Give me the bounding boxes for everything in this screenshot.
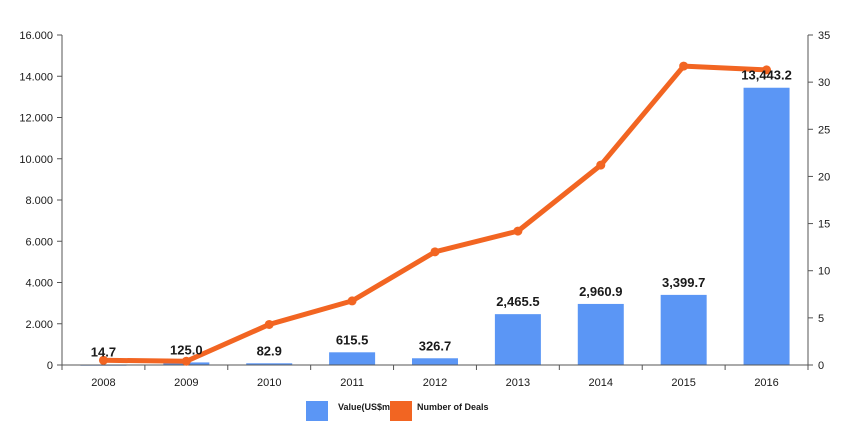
bar-2013 xyxy=(494,314,541,365)
bar-value-label: 326.7 xyxy=(419,338,452,353)
y-right-tick-label: 20 xyxy=(818,171,830,183)
deals-point-2015 xyxy=(679,61,689,71)
y-left-tick-label: 4.000 xyxy=(25,278,53,290)
x-tick-label: 2015 xyxy=(671,377,695,389)
y-left-tick-label: 8.000 xyxy=(25,195,53,207)
bar-value-label: 13,443.2 xyxy=(741,68,792,83)
bar-value-label: 2,960.9 xyxy=(579,284,622,299)
deals-point-2009 xyxy=(181,356,191,366)
deals-point-2012 xyxy=(430,247,440,257)
bars-layer xyxy=(80,87,790,366)
bar-value-label: 2,465.5 xyxy=(496,294,539,309)
x-tick-label: 2012 xyxy=(423,377,447,389)
y-left-tick-label: 10.000 xyxy=(19,154,53,166)
x-tick-label: 2013 xyxy=(506,377,530,389)
bar-value-label: 125.0 xyxy=(170,342,203,357)
x-tick-label: 2008 xyxy=(91,377,115,389)
y-left-tick-label: 14.000 xyxy=(19,71,53,83)
bar-2014 xyxy=(577,303,624,365)
y-right-tick-label: 35 xyxy=(818,30,830,42)
legend: Value(US$mn) Number of Deals xyxy=(306,401,489,421)
deals-point-2013 xyxy=(513,226,523,236)
x-tick-label: 2014 xyxy=(589,377,613,389)
bar-value-label: 82.9 xyxy=(257,343,282,358)
y-right-tick-label: 30 xyxy=(818,77,830,89)
bar-value-label: 14.7 xyxy=(91,345,116,360)
x-tick-label: 2011 xyxy=(340,377,364,389)
legend-label-value: Value(US$mn) xyxy=(338,402,399,412)
deals-point-2016 xyxy=(762,65,772,75)
data-labels-layer: 14.7 125.0 82.9 615.5 326.7 2,465.5 2,960.9 3,3… xyxy=(91,68,792,360)
deals-line-layer xyxy=(98,61,772,366)
x-tick-label: 2016 xyxy=(754,377,778,389)
bar-2011 xyxy=(329,352,376,365)
y-left-tick-label: 2.000 xyxy=(25,319,53,331)
deals-point-2011 xyxy=(347,296,357,306)
bar-value-label: 3,399.7 xyxy=(662,275,705,290)
bar-2010 xyxy=(246,363,293,365)
bar-value-label: 615.5 xyxy=(336,332,369,347)
legend-swatch-value xyxy=(306,401,328,421)
x-tick-label: 2009 xyxy=(174,377,198,389)
deals-point-2010 xyxy=(264,319,274,329)
legend-label-deals: Number of Deals xyxy=(417,402,489,412)
y-right-tick-label: 10 xyxy=(818,266,830,278)
y-right-tick-label: 5 xyxy=(818,313,824,325)
y-left-tick-label: 0 xyxy=(47,360,53,372)
deals-point-2008 xyxy=(98,355,108,365)
x-tick-label: 2010 xyxy=(257,377,281,389)
y-left-tick-label: 16.000 xyxy=(19,30,53,42)
y-left-tick-label: 12.000 xyxy=(19,113,53,125)
bar-2015 xyxy=(660,294,707,365)
bar-2016 xyxy=(743,87,790,365)
axes-layer: 0 2.000 4.000 6.000 8.000 10.000 12.000 14.000 1… xyxy=(19,30,830,389)
y-left-tick-label: 6.000 xyxy=(25,236,53,248)
y-right-tick-label: 25 xyxy=(818,124,830,136)
legend-swatch-deals xyxy=(390,401,412,421)
y-right-tick-label: 0 xyxy=(818,360,824,372)
bar-2012 xyxy=(412,358,458,365)
y-right-tick-label: 15 xyxy=(818,219,830,231)
deals-point-2014 xyxy=(596,160,606,170)
